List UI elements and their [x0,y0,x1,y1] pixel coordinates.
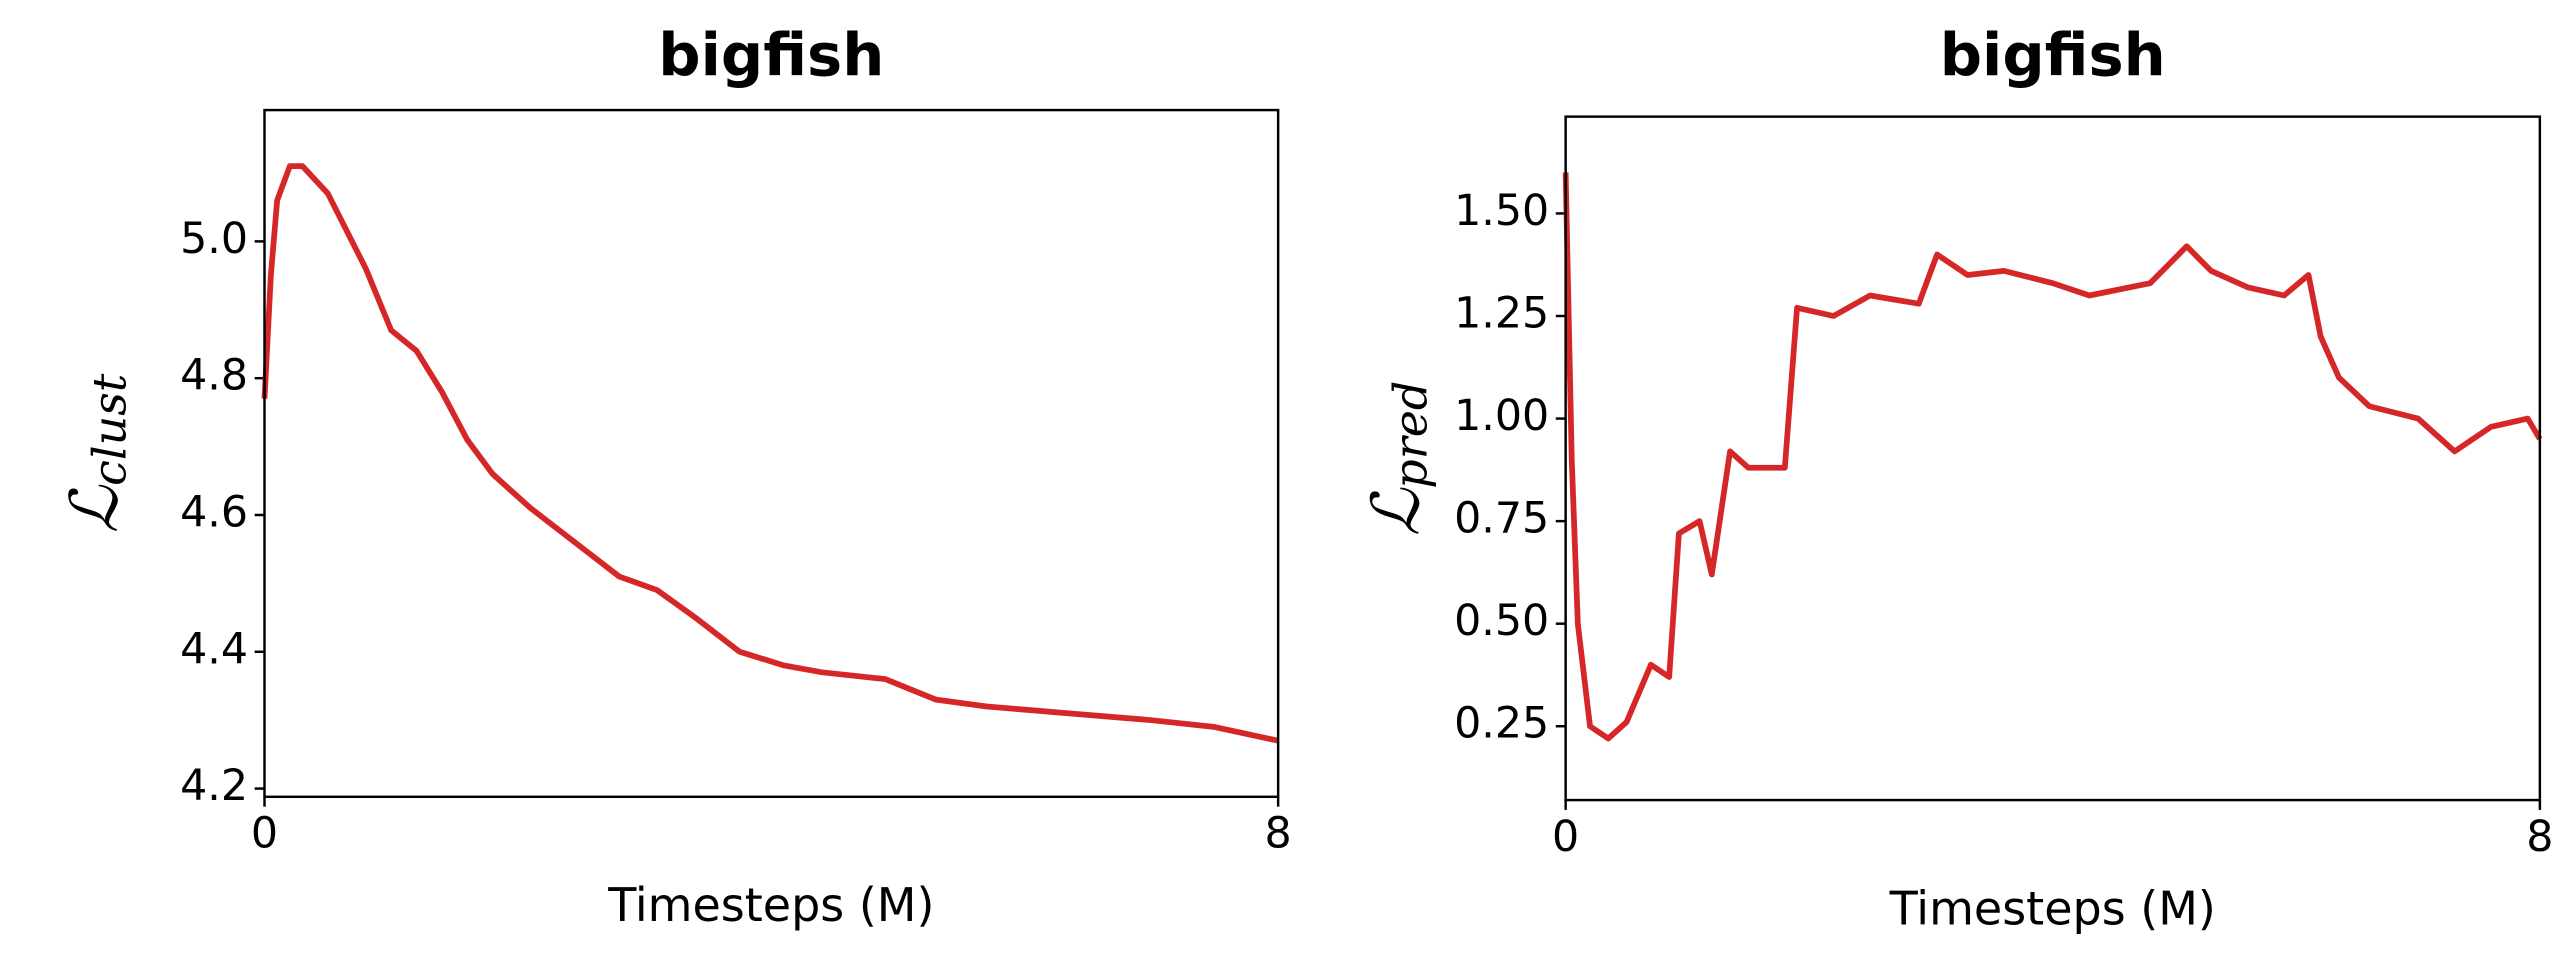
y-tick-label: 0.75 [1454,494,1549,544]
x-axis-label: Timesteps (M) [1889,881,2216,935]
data-line [1562,172,2543,742]
chart-title: bigfish [1940,20,2166,89]
y-tick-label: 0.25 [1454,699,1549,749]
y-tick-label: 4.4 [180,624,248,674]
x-tick-label: 0 [251,809,278,859]
data-line [261,163,1279,744]
plot-frame [263,108,1280,799]
y-axis-subscript: clust [82,373,136,486]
y-tick-label: 4.2 [180,761,248,811]
y-axis-symbol: ℒ [57,484,133,533]
y-tick-label: 4.8 [180,351,248,401]
y-axis-label: ℒpred [1358,381,1437,536]
y-tick-label: 1.00 [1454,391,1549,441]
y-tick-label: 5.0 [180,214,248,264]
x-tick-label: 8 [2526,812,2553,862]
y-tick-label: 1.25 [1454,289,1549,339]
y-axis-subscript: pred [1384,381,1438,489]
y-tick-label: 4.6 [180,487,248,537]
y-tick-label: 1.50 [1454,186,1549,236]
y-axis-label: ℒclust [57,373,136,533]
x-tick-label: 8 [1265,809,1292,859]
plot-frame [1564,115,2542,802]
y-axis-symbol: ℒ [1358,487,1434,536]
y-tick-label: 0.50 [1454,596,1549,646]
chart-title: bigfish [658,20,884,89]
x-axis-label: Timesteps (M) [607,878,934,932]
x-tick-label: 0 [1552,812,1579,862]
